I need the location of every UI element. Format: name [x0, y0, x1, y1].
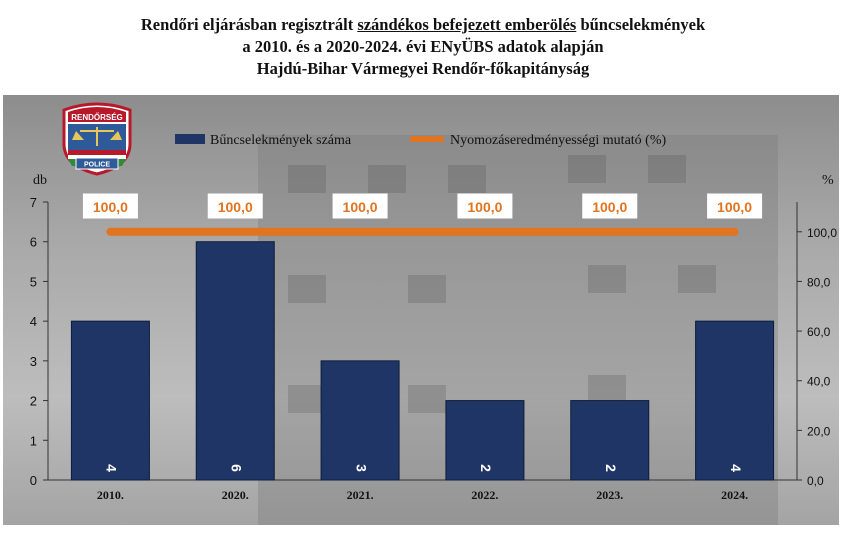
legend-bar-label: Bűncselekmények száma [210, 133, 352, 148]
title-line3: Hajdú-Bihar Vármegyei Rendőr-főkapitánys… [256, 59, 590, 78]
line-data-label-box [582, 193, 638, 219]
bar-data-label: 4 [104, 464, 120, 472]
x-tick-label: 2010. [97, 488, 124, 502]
line-data-label-box [332, 193, 388, 219]
bar-data-label: 3 [353, 464, 369, 472]
bars-group: 4 6 3 2 2 4 [70, 241, 775, 481]
y2-axis-unit-label: % [822, 173, 834, 188]
y2-tick-label: 40,0 [807, 375, 831, 389]
bar [195, 241, 275, 481]
y2-tick-label: 20,0 [807, 424, 831, 438]
legend-line-swatch [410, 136, 444, 142]
line-data-label: 100,0 [93, 199, 128, 215]
y-tick-label: 2 [30, 394, 37, 409]
y2-tick-label: 80,0 [807, 275, 831, 289]
x-tick-label: 2023. [596, 488, 623, 502]
y-tick-label: 6 [30, 235, 37, 250]
police-logo: RENDŐRSÉG POLICE [56, 100, 138, 176]
line-group: 100,0 100,0 100,0 100,0 100,0 100,0 [82, 193, 763, 236]
ticks-group: 0 1 2 3 4 5 6 7 0,0 20,0 40,0 60,0 80,0 100,0 2010. 202… [30, 195, 838, 502]
axes-group [47, 202, 798, 481]
line-data-label-box [207, 193, 263, 219]
bar [445, 400, 525, 481]
x-tick-label: 2022. [471, 488, 498, 502]
bar [70, 320, 150, 481]
logo-top-text: RENDŐRSÉG [71, 113, 123, 122]
logo-bottom-text: POLICE [84, 162, 110, 169]
bar-data-label: 2 [478, 464, 494, 472]
title-line1-underlined: szándékos befejezett emberölés [357, 15, 577, 34]
y-axis-unit-label: db [33, 173, 47, 188]
line-data-label: 100,0 [467, 199, 502, 215]
bar-data-label: 2 [603, 464, 619, 472]
y2-tick-label: 0,0 [807, 474, 824, 488]
y2-tick-label: 100,0 [807, 226, 837, 240]
bar-data-label: 6 [229, 464, 245, 472]
line-data-label: 100,0 [218, 199, 253, 215]
line-data-label: 100,0 [717, 199, 752, 215]
bar-data-label: 4 [728, 464, 744, 472]
x-tick-label: 2024. [721, 488, 748, 502]
bar [570, 400, 650, 481]
bar [695, 320, 775, 481]
line-data-label: 100,0 [343, 199, 378, 215]
legend-line-label: Nyomozáseredményességi mutató (%) [450, 133, 666, 148]
title-line1-post: bűncselekmények [576, 15, 706, 34]
legend: Bűncselekmények száma Nyomozáseredményes… [175, 133, 666, 148]
y-tick-label: 4 [30, 314, 37, 329]
legend-bar-swatch [175, 134, 205, 144]
line-data-label-box [707, 193, 763, 219]
y-tick-label: 7 [30, 195, 37, 210]
title-line1-pre: Rendőri eljárásban regisztrált [140, 15, 358, 34]
y-tick-label: 1 [30, 433, 37, 448]
chart-title: Rendőri eljárásban regisztrált szándékos… [0, 14, 846, 80]
y2-tick-label: 60,0 [807, 325, 831, 339]
x-tick-label: 2021. [347, 488, 374, 502]
y-tick-label: 3 [30, 354, 37, 369]
line-data-label-box [82, 193, 138, 219]
title-line2: a 2010. és a 2020-2024. évi ENyÜBS adato… [242, 37, 604, 56]
line-data-label: 100,0 [592, 199, 627, 215]
bar [320, 360, 400, 481]
y-tick-label: 0 [30, 473, 37, 488]
line-data-label-box [457, 193, 513, 219]
x-tick-label: 2020. [222, 488, 249, 502]
y-tick-label: 5 [30, 274, 37, 289]
